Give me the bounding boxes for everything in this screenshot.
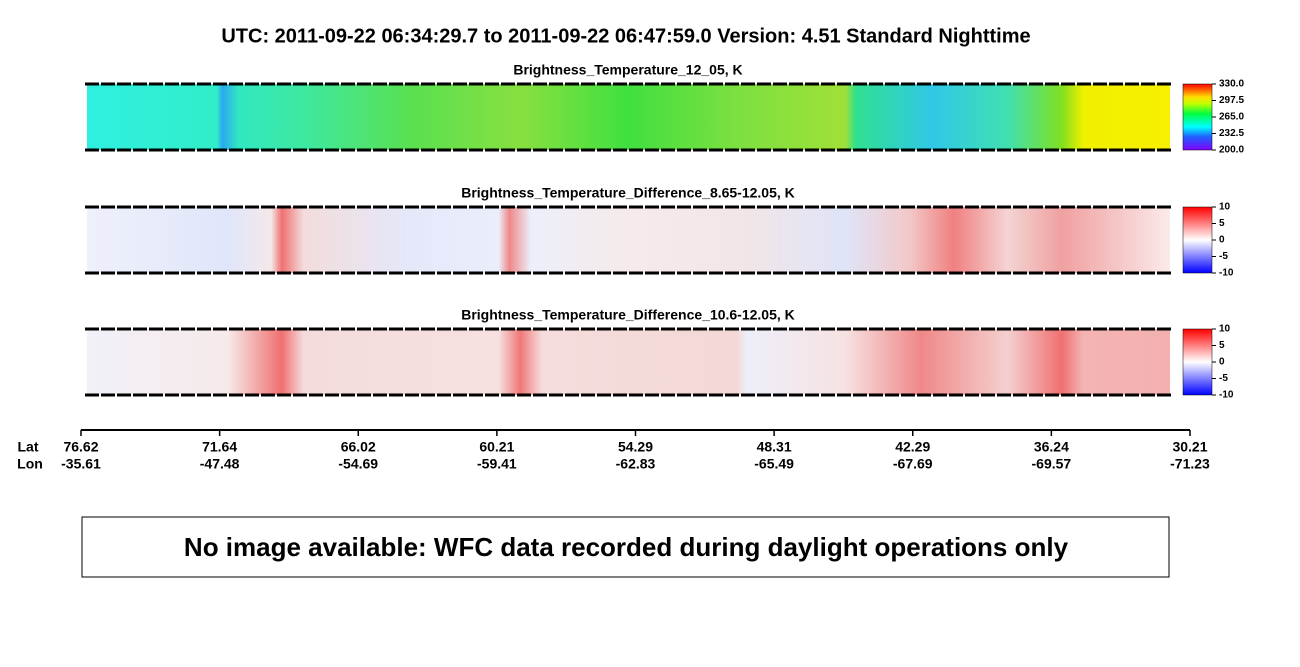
colorbar-tick-label: 0 (1219, 357, 1225, 368)
panel-title: Brightness_Temperature_12_05, K (513, 62, 742, 78)
image-strip (87, 207, 1170, 273)
colorbar (1182, 328, 1213, 396)
colorbar-tick-label: -10 (1219, 268, 1234, 279)
colorbar-tick-label: 330.0 (1219, 79, 1244, 90)
lat-value: 42.29 (895, 439, 930, 455)
lat-value: 48.31 (757, 439, 792, 455)
lon-value: -69.57 (1032, 456, 1072, 472)
lon-value: -54.69 (338, 456, 378, 472)
lon-value: -47.48 (200, 456, 240, 472)
message: No image available: WFC data recorded du… (184, 532, 1069, 562)
colorbar-tick-label: -10 (1219, 390, 1234, 401)
image-strip (87, 84, 1170, 150)
image-strip (87, 329, 1170, 395)
lon-value: -35.61 (61, 456, 101, 472)
message-box (81, 516, 1170, 578)
colorbar-tick-label: 232.5 (1219, 128, 1244, 139)
page-title: UTC: 2011-09-22 06:34:29.7 to 2011-09-22… (221, 25, 1030, 47)
lon-value: -71.23 (1170, 456, 1210, 472)
lat-value: 71.64 (202, 439, 237, 455)
colorbar-tick-label: 10 (1219, 202, 1231, 213)
lat-value: 36.24 (1034, 439, 1069, 455)
lon-value: -67.69 (893, 456, 933, 472)
lat-label: Lat (18, 439, 39, 455)
lat-value: 54.29 (618, 439, 653, 455)
lat-value: 76.62 (63, 439, 98, 455)
colorbar (1182, 206, 1213, 274)
lon-value: -62.83 (616, 456, 656, 472)
panel-title: Brightness_Temperature_Difference_8.65-1… (461, 185, 795, 201)
lat-value: 66.02 (341, 439, 376, 455)
lon-value: -65.49 (754, 456, 794, 472)
colorbar-tick-label: 265.0 (1219, 112, 1244, 123)
colorbar-tick-label: 297.5 (1219, 95, 1244, 106)
colorbar-tick-label: -5 (1219, 373, 1228, 384)
lon-label: Lon (17, 456, 43, 472)
colorbar-tick-label: 200.0 (1219, 145, 1244, 156)
colorbar (1182, 83, 1213, 151)
lat-value: 60.21 (479, 439, 514, 455)
colorbar-tick-label: 0 (1219, 235, 1225, 246)
colorbar-tick-label: -5 (1219, 251, 1228, 262)
colorbar-tick-label: 10 (1219, 324, 1231, 335)
panel-title: Brightness_Temperature_Difference_10.6-1… (461, 307, 795, 323)
lon-value: -59.41 (477, 456, 517, 472)
colorbar-tick-label: 5 (1219, 218, 1225, 229)
colorbar-tick-label: 5 (1219, 340, 1225, 351)
lat-value: 30.21 (1172, 439, 1207, 455)
